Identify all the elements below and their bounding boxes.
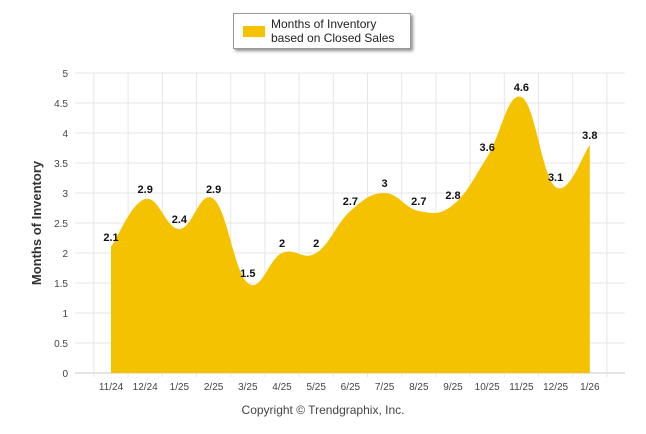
y-tick-label: 2 (62, 249, 68, 260)
data-label: 3.8 (582, 130, 597, 142)
legend: Months of Inventory based on Closed Sale… (233, 13, 411, 49)
x-axis-ticks: 11/24 12/24 1/25 2/25 3/25 4/25 5/25 6/25 7/25 8/… (99, 382, 600, 393)
data-label: 3.6 (480, 142, 495, 154)
x-tick-label: 9/25 (443, 382, 463, 393)
y-tick-label: 0 (62, 369, 68, 380)
x-tick-label: 10/25 (475, 382, 500, 393)
data-label: 4.6 (514, 82, 529, 94)
data-label: 3.1 (548, 172, 563, 184)
x-tick-label: 12/25 (543, 382, 568, 393)
data-label: 2.7 (411, 196, 426, 208)
data-label: 2.1 (103, 232, 118, 244)
data-label: 2.9 (206, 184, 221, 196)
x-tick-label: 1/25 (170, 382, 190, 393)
data-label: 2.4 (172, 214, 188, 226)
data-label: 3 (382, 178, 388, 190)
y-axis-ticks: 0 0.5 1 1.5 2 2.5 3 3.5 4 4.5 5 (54, 69, 68, 380)
x-tick-label: 2/25 (204, 382, 224, 393)
legend-swatch (243, 26, 265, 37)
y-tick-label: 1.5 (54, 279, 68, 290)
y-tick-label: 1 (62, 309, 68, 320)
x-tick-label: 11/24 (99, 382, 124, 393)
x-tick-label: 7/25 (375, 382, 395, 393)
data-label: 2.7 (343, 196, 358, 208)
data-label: 1.5 (240, 268, 255, 280)
y-tick-label: 4.5 (54, 99, 68, 110)
data-label: 2.9 (138, 184, 153, 196)
legend-label: Months of Inventory based on Closed Sale… (271, 17, 395, 45)
y-tick-label: 3 (62, 189, 68, 200)
data-label: 2 (279, 238, 285, 250)
x-tick-label: 11/25 (509, 382, 534, 393)
y-tick-label: 5 (62, 69, 68, 80)
data-label: 2.8 (445, 190, 460, 202)
data-label: 2 (313, 238, 319, 250)
x-tick-label: 12/24 (133, 382, 158, 393)
y-axis-label: Months of Inventory (29, 160, 44, 285)
y-tick-label: 4 (62, 129, 68, 140)
x-tick-label: 4/25 (272, 382, 292, 393)
copyright-footer: Copyright © Trendgraphix, Inc. (241, 403, 405, 417)
data-labels: 2.1 2.9 2.4 2.9 1.5 2 2 2.7 3 2.7 2.8 3.6 4.6 3.1 3.8 (103, 82, 597, 280)
series-area (111, 96, 590, 373)
y-tick-label: 2.5 (54, 219, 68, 230)
x-tick-label: 6/25 (341, 382, 361, 393)
x-tick-label: 3/25 (238, 382, 258, 393)
y-tick-label: 3.5 (54, 159, 68, 170)
x-tick-label: 5/25 (306, 382, 326, 393)
x-tick-label: 1/26 (580, 382, 600, 393)
y-tick-label: 0.5 (54, 339, 68, 350)
x-tick-label: 8/25 (409, 382, 429, 393)
